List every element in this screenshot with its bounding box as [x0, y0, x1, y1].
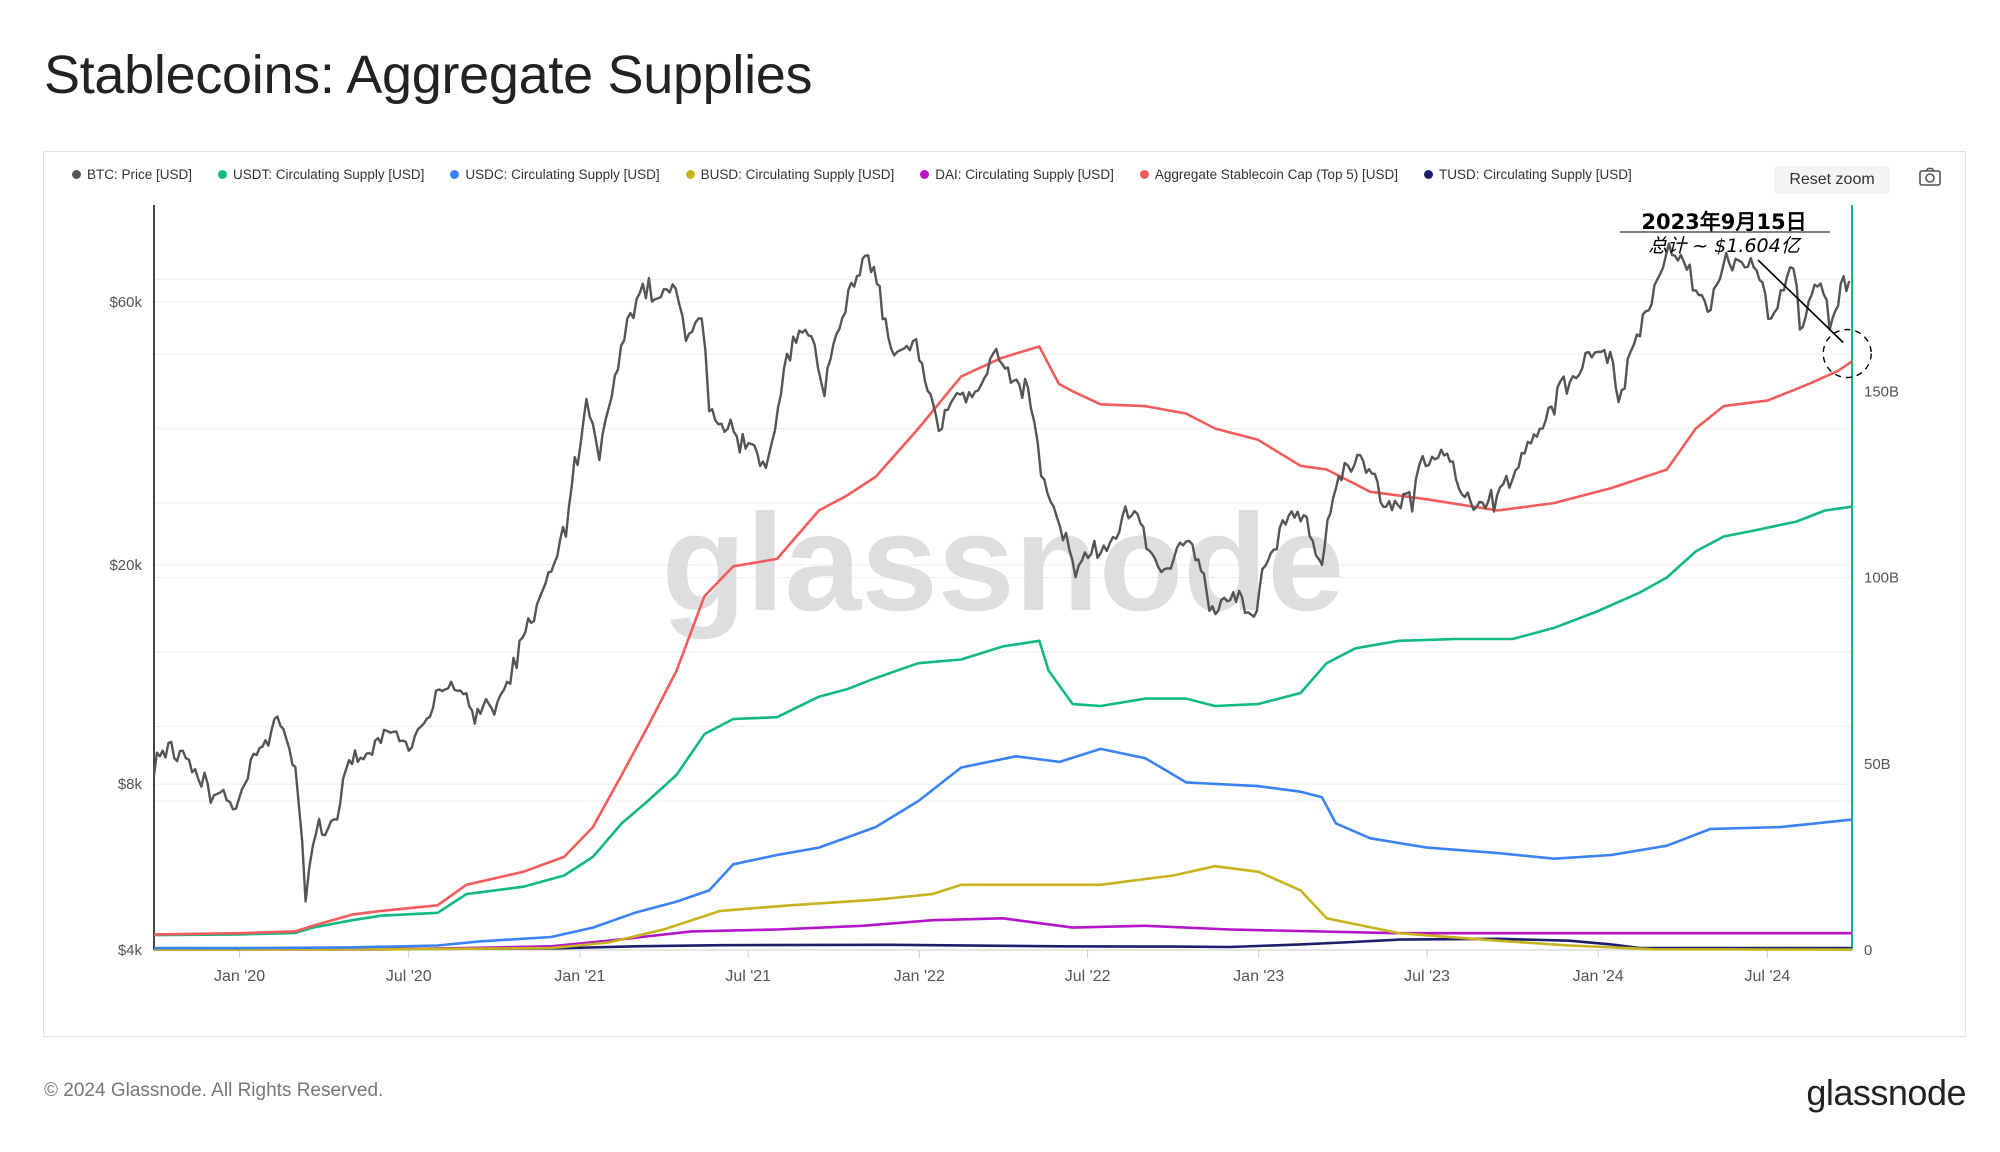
- right-tick-label: 50B: [1864, 756, 1891, 773]
- legend-label: USDC: Circulating Supply [USD]: [465, 166, 660, 182]
- left-tick-label: $8k: [118, 776, 143, 793]
- x-tick-label: Jan '21: [554, 968, 605, 985]
- x-tick-label: Jan '20: [214, 968, 265, 985]
- x-tick-label: Jan '22: [894, 968, 945, 985]
- btc-series-line: [152, 242, 1851, 903]
- dai-series-line: [153, 917, 1852, 951]
- legend-swatch: [920, 169, 930, 179]
- tusd-series-line: [153, 937, 1852, 951]
- chart-legend: BTC: Price [USD] USDT: Circulating Supply…: [72, 164, 1632, 184]
- annotation-date: 2023年9月15日: [1641, 210, 1806, 234]
- right-tick-label: 150B: [1864, 383, 1899, 400]
- x-tick-label: Jan '23: [1233, 968, 1284, 985]
- legend-swatch: [72, 169, 81, 179]
- x-tick-label: Jul '21: [725, 968, 771, 985]
- legend-item-dai[interactable]: DAI: Circulating Supply [USD]: [920, 167, 1114, 182]
- x-tick-label: Jul '24: [1745, 968, 1791, 985]
- legend-item-usdt[interactable]: USDT: Circulating Supply [USD]: [218, 167, 424, 182]
- busd-series-line: [153, 864, 1853, 951]
- legend-item-aggregate[interactable]: Aggregate Stablecoin Cap (Top 5) [USD]: [1139, 166, 1398, 182]
- left-tick-label: $4k: [118, 942, 143, 959]
- legend-item-btc[interactable]: BTC: Price [USD]: [72, 167, 192, 182]
- legend-label: TUSD: Circulating Supply [USD]: [1438, 166, 1632, 182]
- x-tick-label: Jan '24: [1573, 968, 1624, 985]
- legend-label: DAI: Circulating Supply [USD]: [935, 166, 1114, 182]
- camera-icon[interactable]: [1918, 166, 1942, 188]
- annotation-text: 总计 ~ $1.604亿: [1648, 235, 1801, 257]
- legend-label: BTC: Price [USD]: [87, 166, 193, 182]
- x-tick-label: Jul '22: [1065, 968, 1111, 985]
- legend-item-usdc[interactable]: USDC: Circulating Supply [USD]: [450, 166, 660, 182]
- legend-swatch: [1423, 169, 1433, 179]
- legend-swatch: [1139, 169, 1149, 179]
- watermark-text: glassnode: [662, 486, 1345, 640]
- legend-item-tusd[interactable]: TUSD: Circulating Supply [USD]: [1423, 166, 1632, 182]
- page-title: Stablecoins: Aggregate Supplies: [44, 45, 813, 105]
- left-tick-label: $60k: [109, 294, 142, 311]
- legend-label: BUSD: Circulating Supply [USD]: [700, 166, 895, 182]
- annotation-circle: [1822, 328, 1872, 379]
- glassnode-logo: glassnode: [1806, 1072, 1966, 1113]
- right-tick-label: 0: [1864, 942, 1872, 959]
- reset-zoom-button[interactable]: Reset zoom: [1774, 166, 1890, 194]
- legend-swatch: [218, 169, 228, 179]
- aggregate-series-line: [153, 345, 1853, 936]
- annotation-leader-line: [1757, 259, 1844, 344]
- legend-swatch: [450, 169, 460, 179]
- legend-swatch: [685, 169, 695, 179]
- usdt-series-line: [153, 505, 1853, 937]
- x-tick-label: Jul '23: [1404, 968, 1450, 985]
- right-tick-label: 100B: [1864, 570, 1899, 587]
- legend-label: Aggregate Stablecoin Cap (Top 5) [USD]: [1154, 166, 1398, 182]
- chart-panel: [43, 151, 1966, 1037]
- left-tick-label: $20k: [109, 557, 142, 574]
- x-tick-label: Jul '20: [386, 968, 432, 985]
- copyright-text: © 2024 Glassnode. All Rights Reserved.: [44, 1080, 384, 1101]
- usdc-series-line: [154, 747, 1853, 950]
- legend-label: USDT: Circulating Supply [USD]: [233, 166, 425, 182]
- legend-item-busd[interactable]: BUSD: Circulating Supply [USD]: [685, 166, 895, 182]
